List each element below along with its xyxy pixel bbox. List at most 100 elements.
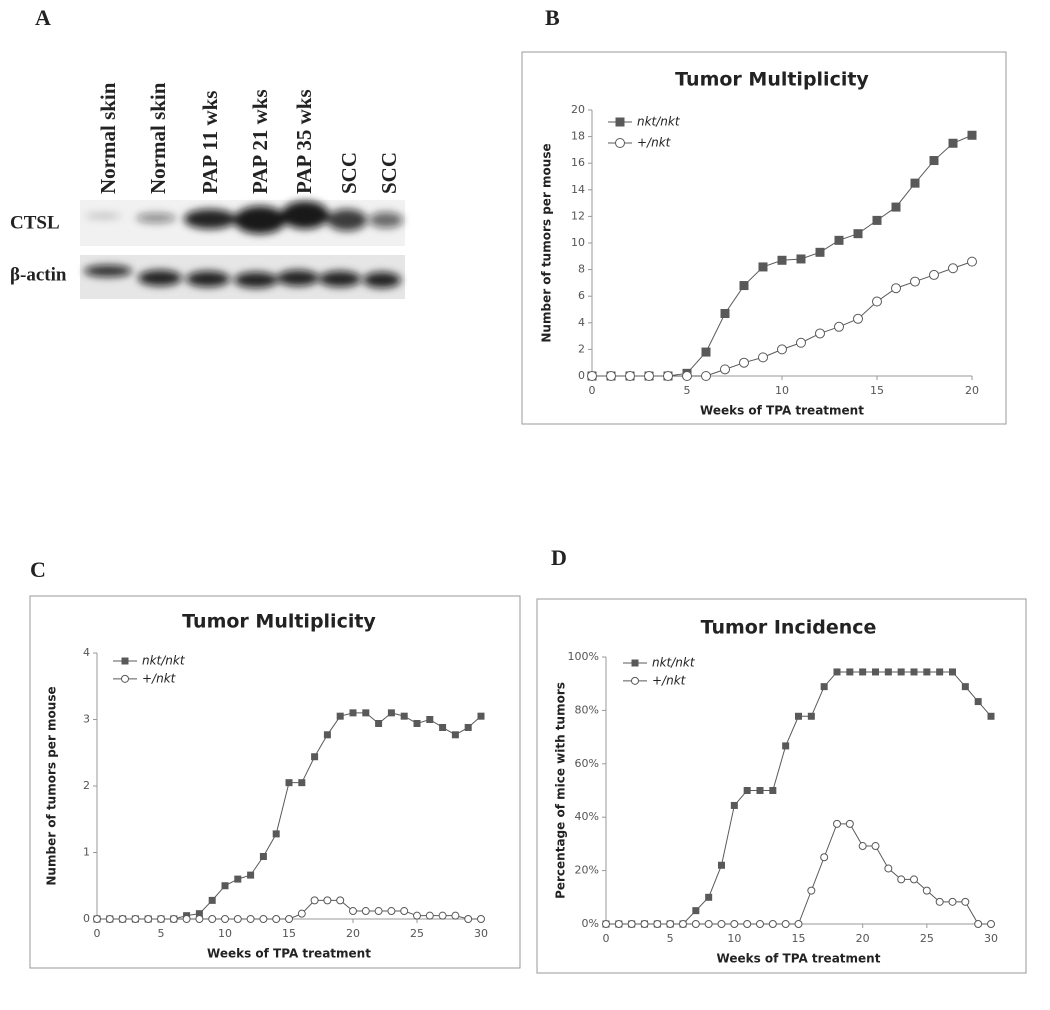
y-tick-label: 3: [83, 713, 90, 726]
marker: [336, 712, 344, 720]
y-tick-label: 4: [83, 646, 90, 659]
marker: [820, 853, 829, 862]
marker: [967, 130, 977, 140]
x-tick-label: 10: [727, 932, 741, 945]
marker: [640, 920, 649, 928]
y-tick-label: 100%: [568, 650, 599, 663]
marker: [833, 819, 841, 828]
marker: [743, 787, 751, 794]
marker: [834, 321, 844, 332]
marker: [131, 915, 140, 923]
marker: [961, 897, 970, 906]
y-axis-label: Number of tumors per mouse: [45, 686, 59, 885]
y-tick-label: 16: [571, 156, 585, 169]
panel-label: B: [545, 5, 560, 30]
marker: [758, 352, 768, 363]
x-tick-label: 15: [792, 932, 806, 945]
marker: [910, 875, 918, 884]
x-tick-label: 5: [158, 927, 165, 940]
marker: [627, 920, 636, 928]
x-tick-label: 0: [603, 932, 610, 945]
lane-label: SCC: [377, 152, 401, 194]
marker: [739, 281, 749, 291]
marker: [666, 920, 675, 928]
marker: [285, 915, 293, 923]
x-tick-label: 30: [474, 927, 488, 940]
y-tick-label: 10: [571, 236, 585, 249]
x-tick-label: 20: [346, 927, 360, 940]
legend-marker: [615, 138, 625, 148]
marker: [974, 920, 983, 928]
marker: [948, 263, 958, 274]
marker: [743, 920, 752, 928]
chart-frame: [29, 595, 521, 969]
marker: [936, 668, 944, 676]
marker: [884, 864, 893, 873]
marker: [853, 229, 863, 239]
marker: [221, 882, 229, 890]
x-tick-label: 25: [410, 927, 424, 940]
marker: [247, 871, 255, 879]
marker: [272, 915, 281, 923]
y-axis-label: Percentage of mice with tumors: [554, 682, 568, 899]
marker: [884, 668, 892, 676]
marker: [259, 915, 268, 923]
marker: [891, 202, 901, 212]
blot-row-label: β-actin: [10, 264, 67, 285]
marker: [323, 896, 332, 905]
marker: [451, 911, 460, 920]
marker: [948, 138, 958, 148]
marker: [298, 779, 306, 787]
marker: [679, 920, 687, 928]
marker: [400, 907, 409, 916]
marker: [769, 787, 777, 794]
x-tick-label: 25: [920, 932, 934, 945]
marker: [413, 719, 421, 727]
marker: [169, 915, 178, 923]
marker: [929, 156, 939, 166]
marker: [663, 371, 673, 381]
y-tick-label: 2: [578, 342, 585, 355]
marker: [438, 911, 447, 920]
marker: [602, 920, 610, 928]
x-tick-label: 20: [856, 932, 870, 945]
legend-label: nkt/nkt: [142, 654, 186, 668]
x-tick-label: 5: [667, 932, 674, 945]
marker: [756, 920, 764, 928]
legend-label: +/nkt: [637, 136, 672, 150]
y-tick-label: 80%: [575, 703, 599, 716]
marker: [195, 910, 203, 918]
x-tick-label: 15: [282, 927, 296, 940]
marker: [796, 337, 806, 348]
marker: [845, 819, 854, 828]
marker: [768, 920, 777, 928]
marker: [756, 787, 764, 794]
marker: [820, 683, 828, 691]
x-tick-label: 15: [870, 384, 884, 397]
marker: [118, 915, 127, 923]
x-tick-label: 20: [965, 384, 979, 397]
marker: [157, 915, 165, 923]
series-line: [592, 134, 973, 377]
y-tick-label: 60%: [575, 757, 599, 770]
y-axis-label: Number of tumors per mouse: [540, 143, 554, 342]
marker: [349, 907, 357, 916]
marker: [833, 668, 841, 676]
marker: [777, 255, 787, 265]
marker: [781, 920, 790, 928]
series-line: [606, 823, 991, 925]
marker: [701, 347, 711, 357]
marker: [897, 668, 905, 676]
chart-title: Tumor Multiplicity: [675, 69, 869, 91]
western-blot: [80, 200, 405, 299]
legend-marker: [631, 676, 639, 685]
marker: [704, 920, 713, 928]
marker: [815, 247, 825, 257]
legend-label: nkt/nkt: [652, 656, 696, 670]
y-tick-label: 14: [571, 183, 585, 196]
marker: [682, 371, 692, 381]
marker: [691, 920, 700, 928]
legend-label: +/nkt: [652, 673, 687, 687]
x-tick-label: 10: [775, 384, 789, 397]
y-tick-label: 6: [578, 289, 585, 302]
